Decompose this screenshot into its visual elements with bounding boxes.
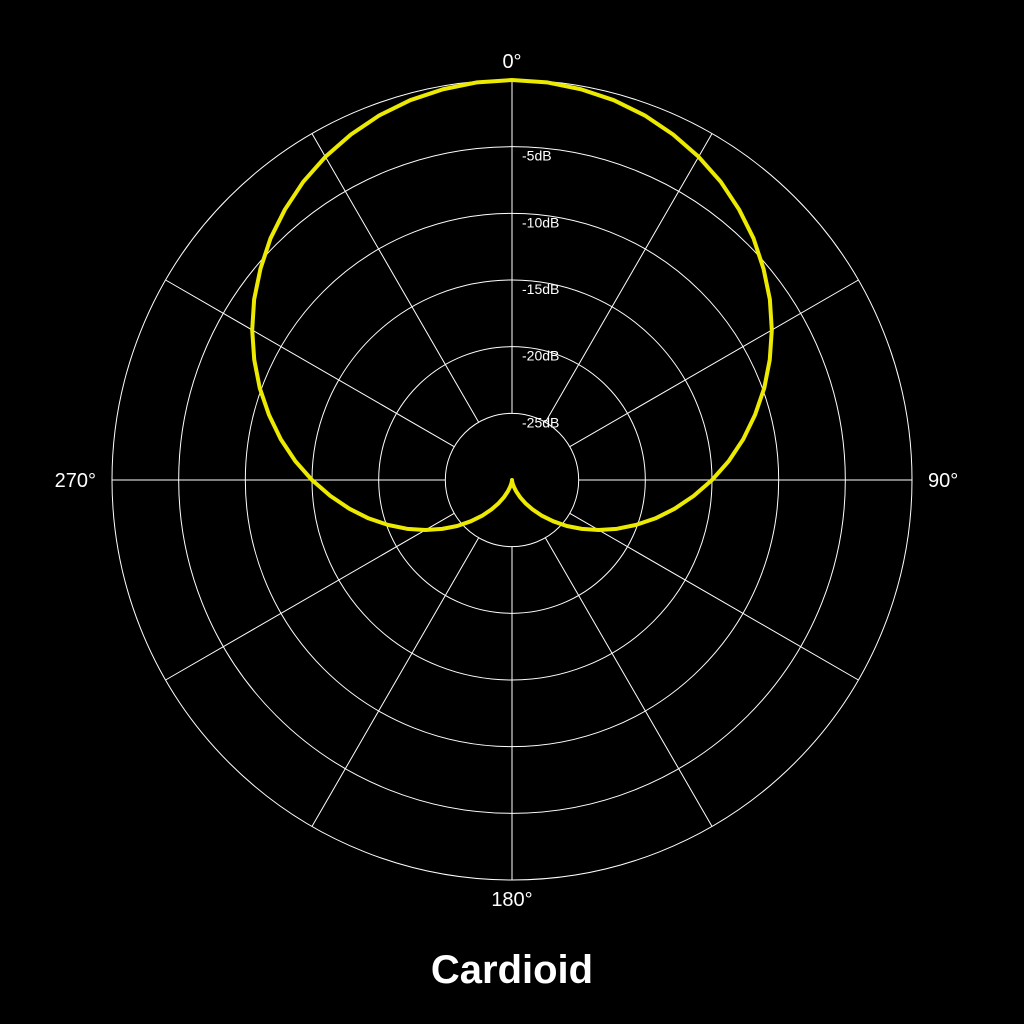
- ring-label: -25dB: [522, 414, 559, 430]
- polar-chart-container: -5dB -10dB -15dB -20dB -25dB 0° 90° 180° 270° Ca…: [0, 0, 1024, 1024]
- angle-label: 90°: [928, 470, 958, 492]
- ring-label: -10dB: [522, 214, 559, 230]
- angle-label: 0°: [502, 51, 521, 73]
- angle-label: 270°: [55, 470, 96, 492]
- ring-label: -20dB: [522, 348, 559, 364]
- ring-label: -15dB: [522, 281, 559, 297]
- ring-label: -5dB: [522, 148, 552, 164]
- angle-label: 180°: [491, 889, 532, 911]
- polar-chart-svg: -5dB -10dB -15dB -20dB -25dB 0° 90° 180° 270°: [0, 0, 1024, 1024]
- chart-caption: Cardioid: [0, 948, 1024, 993]
